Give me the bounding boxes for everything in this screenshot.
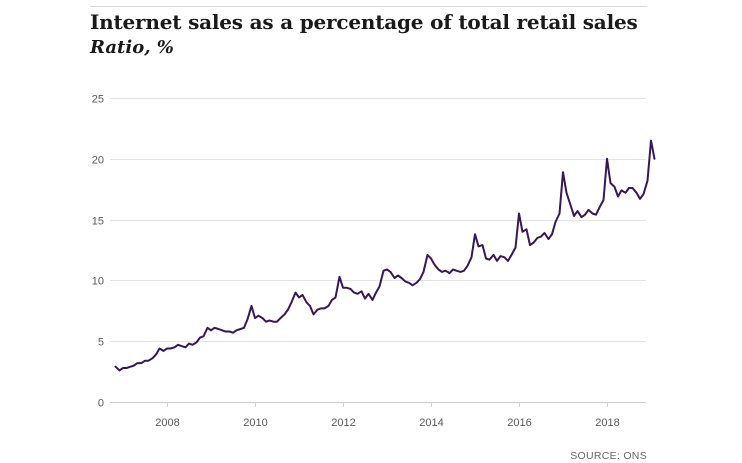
source-note: SOURCE: ONS: [570, 450, 647, 462]
x-tick-label: 2016: [507, 417, 531, 429]
y-tick-label: 25: [92, 94, 104, 106]
y-tick-label: 5: [98, 337, 104, 349]
y-tick-label: 15: [92, 216, 104, 228]
chart-subtitle: Ratio, %: [90, 37, 174, 58]
x-tick-label: 2008: [155, 417, 179, 429]
x-tick-label: 2012: [331, 417, 355, 429]
series-line-0: [114, 139, 656, 372]
gridlines: [110, 98, 646, 403]
axis-labels: 0 5 10 15 20 25 2008 2010 2012 2014 2016 2018: [92, 94, 620, 430]
y-tick-label: 0: [98, 398, 104, 410]
top-rule: [90, 6, 647, 7]
x-tick-label: 2014: [419, 417, 443, 429]
x-tick-label: 2010: [243, 417, 267, 429]
chart-title: Internet sales as a percentage of total …: [90, 10, 638, 34]
series: [114, 139, 656, 372]
y-tick-label: 10: [92, 276, 104, 288]
y-tick-label: 20: [92, 155, 104, 167]
x-tick-label: 2018: [595, 417, 619, 429]
